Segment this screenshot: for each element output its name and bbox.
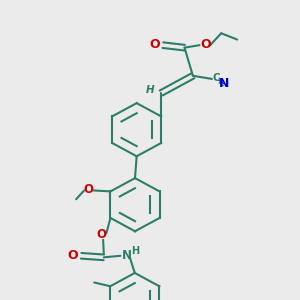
Text: O: O bbox=[200, 38, 211, 51]
Text: H: H bbox=[146, 85, 155, 95]
Text: C: C bbox=[212, 73, 220, 83]
Text: N: N bbox=[122, 249, 132, 262]
Text: O: O bbox=[67, 249, 78, 262]
Text: O: O bbox=[83, 183, 93, 196]
Text: O: O bbox=[97, 228, 106, 241]
Text: N: N bbox=[219, 77, 230, 90]
Text: O: O bbox=[150, 38, 160, 51]
Text: H: H bbox=[131, 246, 139, 256]
